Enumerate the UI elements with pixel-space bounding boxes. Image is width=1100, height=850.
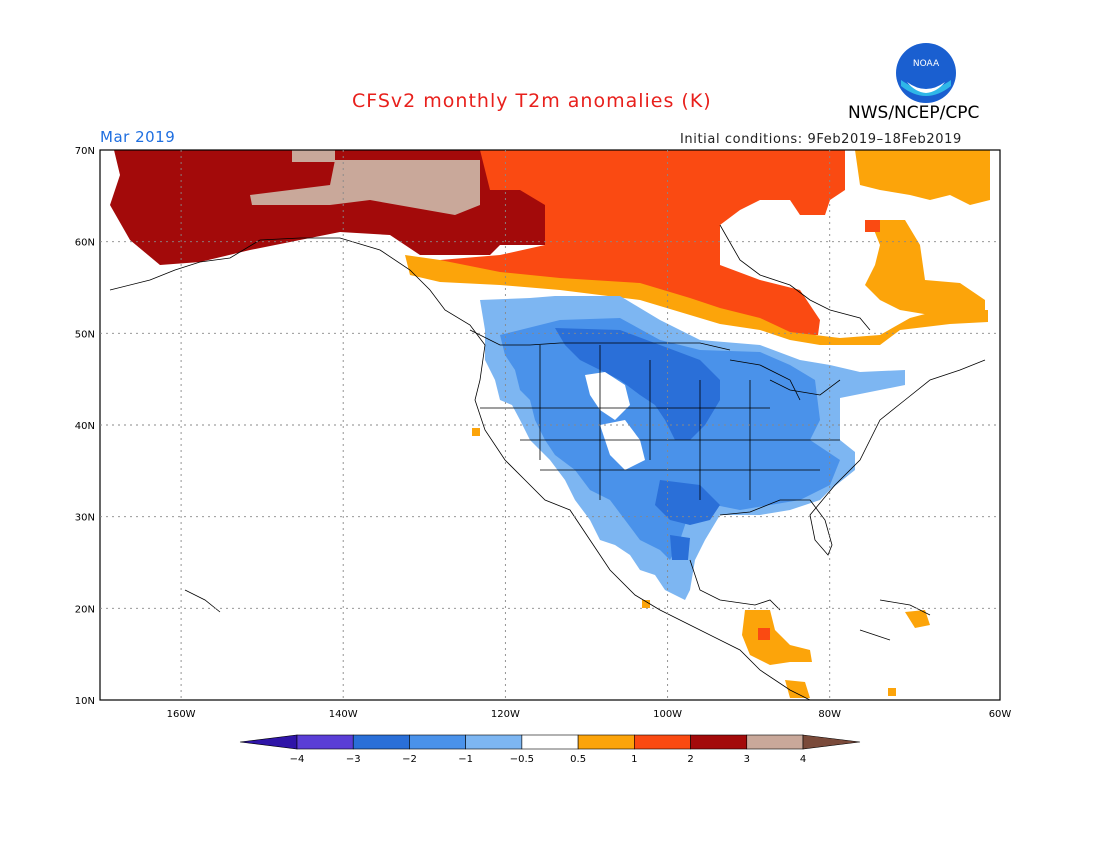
colorbar-tick-label: 2	[687, 754, 693, 765]
field-weak-warm-dot1	[472, 428, 480, 436]
colorbar-swatches	[239, 734, 861, 750]
field-cold-us	[500, 318, 840, 560]
page-title: CFSv2 monthly T2m anomalies (K)	[352, 90, 712, 112]
colorbar-swatch	[577, 734, 635, 750]
lat-label: 50N	[75, 329, 95, 340]
coastlines	[109, 224, 986, 701]
colorbar-tick-label: −4	[290, 754, 305, 765]
field-warm-canada	[440, 150, 845, 335]
colorbar-swatch	[296, 734, 354, 750]
lat-axis: 70N 60N 50N 40N 30N 20N 10N	[75, 146, 95, 707]
colorbar-swatch	[802, 734, 861, 750]
lat-label: 20N	[75, 604, 95, 615]
lon-label: 120W	[491, 709, 520, 720]
lon-label: 60W	[989, 709, 1012, 720]
colorbar-tick-label: −3	[346, 754, 361, 765]
field-weak-warm-dot2	[642, 600, 650, 608]
field-strong-cold-south	[655, 480, 720, 525]
colorbar-swatch	[239, 734, 298, 750]
field-extreme-warm-1	[250, 160, 480, 215]
lon-label: 80W	[818, 709, 841, 720]
field-extreme-warm-2	[292, 150, 335, 162]
noaa-logo: NOAA	[895, 42, 957, 108]
lat-label: 40N	[75, 421, 95, 432]
lon-label: 160W	[167, 709, 196, 720]
colorbar-tick-label: 0.5	[570, 754, 586, 765]
colorbar-swatch	[634, 734, 691, 750]
forecast-month: Mar 2019	[100, 128, 176, 146]
colorbar-swatch	[352, 734, 410, 750]
colorbar-tick-label: 4	[800, 754, 806, 765]
colorbar-swatch	[746, 734, 804, 750]
colorbar-tick-label: 1	[631, 754, 637, 765]
field-weak-warm-labrador	[865, 220, 985, 320]
colorbar-swatch	[521, 734, 579, 750]
field-strong-cold-core	[555, 328, 720, 440]
field-weak-warm-carib	[905, 610, 930, 628]
lon-axis: 160W 140W 120W 100W 80W 60W	[167, 709, 1012, 720]
colorbar-tick-label: −2	[402, 754, 417, 765]
field-weak-warm-dot3	[888, 688, 896, 696]
colorbar-swatch	[409, 734, 466, 750]
colorbar-swatch	[690, 734, 748, 750]
lat-label: 10N	[75, 696, 95, 707]
anomaly-fields	[110, 150, 990, 698]
field-warm-labrador	[865, 220, 880, 232]
lon-label: 100W	[653, 709, 682, 720]
field-weak-warm-sa	[785, 680, 810, 698]
lon-label: 140W	[329, 709, 358, 720]
lat-label: 60N	[75, 238, 95, 249]
field-weak-warm-centam	[742, 610, 812, 665]
graticule	[100, 150, 1000, 700]
colorbar-labels: −4 −3 −2 −1 −0.5 0.5 1 2 3 4	[290, 754, 807, 765]
field-weak-warm-east	[855, 150, 990, 205]
field-warm-centam	[758, 628, 770, 640]
agency-label: NWS/NCEP/CPC	[848, 103, 980, 123]
logo-text: NOAA	[913, 59, 940, 69]
lat-label: 30N	[75, 513, 95, 524]
colorbar-tick-label: 3	[744, 754, 750, 765]
field-weak-warm-band	[405, 255, 988, 345]
field-neutral-west	[600, 420, 645, 470]
colorbar-swatch	[465, 734, 523, 750]
lat-label: 70N	[75, 146, 95, 157]
initial-conditions: Initial conditions: 9Feb2019–18Feb2019	[680, 132, 962, 147]
colorbar-tick-label: −1	[458, 754, 473, 765]
field-strong-cold-mex	[670, 535, 690, 560]
colorbar-tick-label: −0.5	[510, 754, 534, 765]
